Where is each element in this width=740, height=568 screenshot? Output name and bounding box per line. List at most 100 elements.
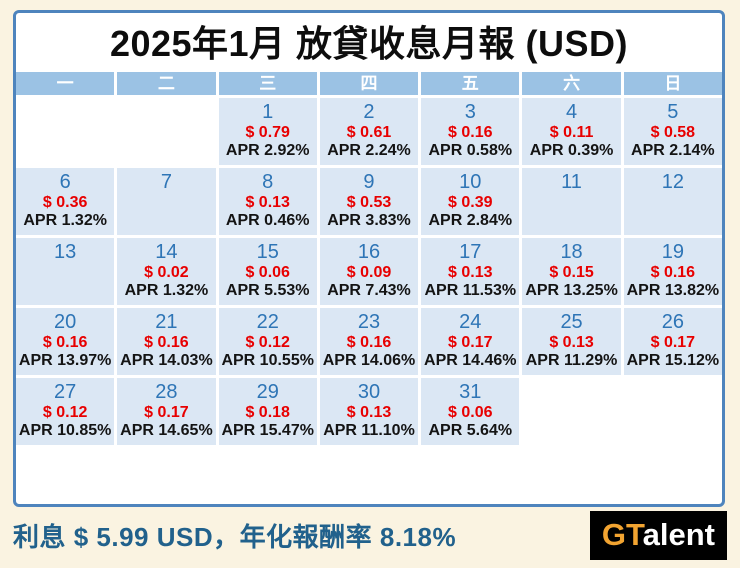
calendar-cell: 27 $ 0.12 APR 10.85%: [16, 378, 115, 445]
calendar-cell: 19 $ 0.16 APR 13.82%: [623, 238, 722, 305]
calendar-cell: 13: [16, 238, 115, 305]
calendar-cell: 22 $ 0.12 APR 10.55%: [218, 308, 317, 375]
calendar-cell: 21 $ 0.16 APR 14.03%: [117, 308, 216, 375]
calendar-cell: 30 $ 0.13 APR 11.10%: [319, 378, 419, 445]
day-number: 24: [459, 311, 482, 333]
interest-amount: $ 0.06: [448, 403, 493, 421]
apr-value: APR 0.58%: [428, 142, 513, 160]
interest-amount: $ 0.16: [42, 333, 88, 351]
apr-value: APR 14.03%: [120, 352, 213, 370]
day-number: 26: [661, 311, 684, 333]
day-number: 23: [357, 311, 381, 333]
interest-amount: $ 0.12: [42, 403, 88, 421]
apr-value: APR 2.84%: [428, 212, 513, 230]
apr-value: APR 14.65%: [120, 422, 213, 440]
interest-amount: $ 0.36: [42, 193, 88, 211]
interest-amount: $ 0.13: [448, 263, 493, 281]
calendar-cell: 9 $ 0.53 APR 3.83%: [319, 168, 419, 235]
weekday-header: 二: [117, 72, 216, 95]
calendar-cell: 29 $ 0.18 APR 15.47%: [218, 378, 317, 445]
interest-amount: $ 0.16: [650, 263, 696, 281]
day-number: 10: [459, 171, 482, 193]
calendar-cell: 7: [117, 168, 216, 235]
day-number: 31: [459, 381, 482, 403]
interest-amount: $ 0.15: [549, 263, 594, 281]
apr-value: APR 11.53%: [424, 282, 517, 300]
calendar-cell: 1 $ 0.79 APR 2.92%: [218, 98, 317, 165]
weekday-header: 三: [218, 72, 317, 95]
apr-value: APR 3.83%: [327, 212, 411, 230]
day-number: 4: [566, 101, 578, 123]
interest-amount: $ 0.16: [448, 123, 493, 141]
interest-amount: $ 0.17: [448, 333, 493, 351]
apr-value: APR 1.32%: [23, 212, 107, 230]
day-number: 18: [560, 241, 583, 263]
weekday-header: 五: [421, 72, 520, 95]
day-number: 9: [363, 171, 375, 193]
interest-amount: $ 0.09: [346, 263, 392, 281]
gtalent-logo: GTalent: [589, 511, 727, 561]
calendar-cell: 5 $ 0.58 APR 2.14%: [623, 98, 722, 165]
calendar-cell: 23 $ 0.16 APR 14.06%: [319, 308, 419, 375]
interest-amount: $ 0.12: [245, 333, 290, 351]
calendar-cell: 2 $ 0.61 APR 2.24%: [319, 98, 419, 165]
calendar-body: 1 $ 0.79 APR 2.92% 2 $ 0.61 APR 2.24% 3 $ 0.16 A…: [16, 98, 722, 445]
interest-amount: $ 0.16: [346, 333, 392, 351]
apr-value: APR 15.12%: [626, 352, 720, 370]
interest-amount: $ 0.58: [650, 123, 696, 141]
calendar-cell: 15 $ 0.06 APR 5.53%: [218, 238, 317, 305]
calendar-cell: 31 $ 0.06 APR 5.64%: [421, 378, 520, 445]
summary-text: 利息 $ 5.99 USD，年化報酬率 8.18%: [13, 522, 457, 553]
day-number: 11: [561, 171, 582, 193]
day-number: 2: [363, 101, 375, 123]
day-number: 16: [357, 241, 381, 263]
calendar-table: 一二三四五六日 1 $ 0.79 APR 2.92% 2 $ 0.61 APR 2.24%…: [16, 72, 722, 445]
apr-value: APR 11.29%: [525, 352, 618, 370]
day-number: 29: [256, 381, 279, 403]
day-number: 20: [54, 311, 77, 333]
logo-text-gt: GT: [601, 517, 643, 552]
apr-value: APR 2.24%: [327, 142, 411, 160]
calendar-cell: 17 $ 0.13 APR 11.53%: [421, 238, 520, 305]
calendar-cell: 18 $ 0.15 APR 13.25%: [522, 238, 621, 305]
calendar-cell: 14 $ 0.02 APR 1.32%: [117, 238, 216, 305]
calendar-cell: 20 $ 0.16 APR 13.97%: [16, 308, 115, 375]
day-number: 22: [256, 311, 279, 333]
calendar-panel: 2025年1月 放貸收息月報 (USD) 一二三四五六日 1 $ 0.79 APR …: [13, 10, 725, 507]
calendar-cell: 26 $ 0.17 APR 15.12%: [623, 308, 722, 375]
calendar-cell-empty: [117, 98, 215, 165]
calendar-cell: 11: [522, 168, 621, 235]
interest-amount: $ 0.16: [144, 333, 189, 351]
weekday-header: 四: [319, 72, 419, 95]
calendar-cell: 3 $ 0.16 APR 0.58%: [421, 98, 520, 165]
calendar-cell-empty: [16, 98, 114, 165]
calendar-cell-empty: [522, 378, 620, 445]
apr-value: APR 2.14%: [631, 142, 715, 160]
interest-amount: $ 0.17: [144, 403, 189, 421]
footer: 利息 $ 5.99 USD，年化報酬率 8.18% GTalent: [13, 511, 727, 561]
day-number: 17: [459, 241, 482, 263]
calendar-cell: 8 $ 0.13 APR 0.46%: [218, 168, 317, 235]
apr-value: APR 0.46%: [225, 212, 310, 230]
apr-value: APR 1.32%: [124, 282, 209, 300]
apr-value: APR 7.43%: [327, 282, 411, 300]
apr-value: APR 11.10%: [323, 422, 415, 440]
calendar-cell: 6 $ 0.36 APR 1.32%: [16, 168, 115, 235]
day-number: 15: [256, 241, 279, 263]
interest-amount: $ 0.02: [144, 263, 189, 281]
interest-amount: $ 0.13: [245, 193, 290, 211]
day-number: 6: [59, 171, 71, 193]
day-number: 7: [160, 171, 172, 193]
interest-amount: $ 0.06: [245, 263, 290, 281]
calendar-cell: 16 $ 0.09 APR 7.43%: [319, 238, 419, 305]
calendar-cell: 4 $ 0.11 APR 0.39%: [522, 98, 621, 165]
day-number: 14: [155, 241, 178, 263]
interest-amount: $ 0.53: [346, 193, 392, 211]
calendar-cell: 28 $ 0.17 APR 14.65%: [117, 378, 216, 445]
day-number: 25: [560, 311, 583, 333]
interest-amount: $ 0.17: [650, 333, 696, 351]
apr-value: APR 2.92%: [225, 142, 310, 160]
weekday-header-row: 一二三四五六日: [16, 72, 722, 95]
apr-value: APR 13.25%: [525, 282, 618, 300]
report-title: 2025年1月 放貸收息月報 (USD): [109, 23, 629, 64]
